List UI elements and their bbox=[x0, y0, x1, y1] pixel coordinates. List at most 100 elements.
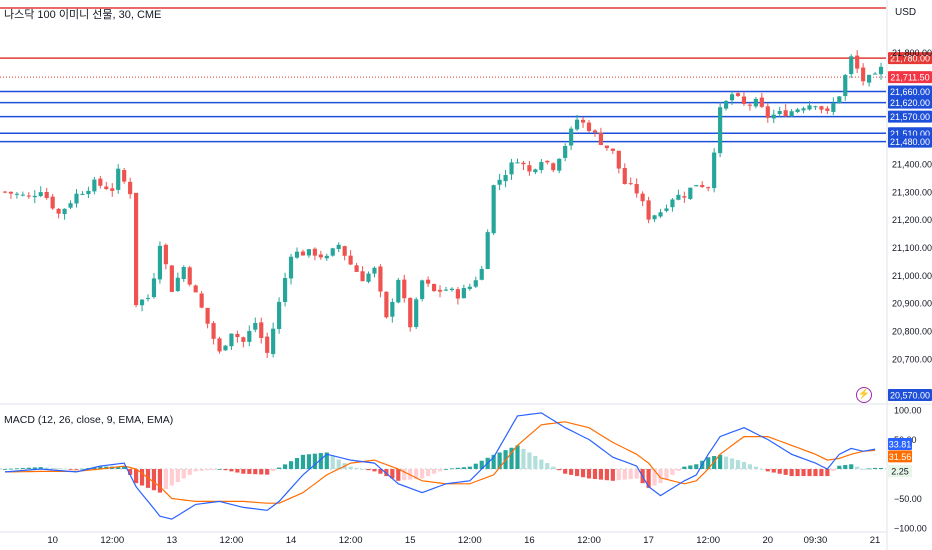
macd-histogram-bar bbox=[44, 467, 49, 469]
macd-histogram-bar bbox=[628, 469, 633, 480]
candle-body bbox=[247, 331, 252, 342]
candle-body bbox=[110, 188, 115, 191]
macd-histogram-bar bbox=[116, 466, 121, 469]
candle-body bbox=[38, 192, 43, 197]
macd-histogram-bar bbox=[878, 467, 884, 469]
macd-histogram-bar bbox=[122, 466, 127, 469]
candle-body bbox=[235, 333, 240, 338]
candle-body bbox=[598, 132, 604, 145]
macd-histogram-bar bbox=[789, 469, 794, 477]
candle-body bbox=[741, 96, 747, 104]
bottom-label-bg bbox=[888, 389, 932, 401]
price-tick-label: 20,900.00 bbox=[892, 299, 932, 309]
candle-body bbox=[455, 289, 460, 299]
macd-histogram-bar bbox=[26, 467, 31, 469]
candle-body bbox=[414, 299, 419, 327]
candle-body bbox=[169, 265, 174, 292]
candle-body bbox=[789, 111, 794, 117]
macd-value-label: 33.81 bbox=[889, 440, 912, 450]
candle-body bbox=[74, 193, 79, 204]
macd-histogram-bar bbox=[235, 469, 240, 473]
macd-histogram-bar bbox=[634, 469, 639, 479]
candle-body bbox=[306, 249, 311, 256]
macd-histogram-bar bbox=[139, 469, 145, 486]
macd-histogram-bar bbox=[557, 469, 562, 471]
candle-body bbox=[765, 106, 770, 118]
candle-body bbox=[229, 333, 234, 347]
macd-histogram-bar bbox=[92, 467, 97, 469]
candle-body bbox=[288, 256, 294, 279]
lightning-icon[interactable]: ⚡ bbox=[856, 387, 872, 403]
candle-body bbox=[872, 73, 878, 75]
macd-histogram-bar bbox=[807, 469, 812, 477]
macd-histogram-bar bbox=[98, 466, 103, 469]
macd-histogram-bar bbox=[843, 464, 848, 469]
candle-body bbox=[217, 338, 222, 352]
time-tick-label: 15 bbox=[405, 535, 416, 546]
macd-histogram-bar bbox=[646, 469, 651, 488]
macd-histogram-bar bbox=[759, 469, 764, 470]
macd-histogram-bar bbox=[670, 469, 675, 475]
candle-body bbox=[747, 104, 752, 106]
macd-histogram-bar bbox=[831, 469, 836, 471]
candle-body bbox=[265, 336, 270, 353]
signal-line bbox=[5, 421, 876, 504]
candle-body bbox=[366, 273, 371, 282]
candle-body bbox=[116, 168, 121, 190]
candle-body bbox=[712, 152, 717, 189]
candle-body bbox=[312, 248, 317, 256]
candle-body bbox=[813, 106, 818, 108]
macd-histogram-bar bbox=[390, 469, 395, 479]
candle-body bbox=[843, 75, 848, 96]
candle-body bbox=[610, 148, 615, 151]
macd-histogram-bar bbox=[491, 454, 496, 469]
candle-body bbox=[420, 280, 425, 300]
macd-histogram-bar bbox=[729, 458, 735, 469]
macd-histogram-bar bbox=[56, 468, 61, 470]
macd-value-bg bbox=[888, 450, 912, 463]
candle-body bbox=[223, 345, 228, 351]
candle-body bbox=[592, 130, 598, 133]
candle-body bbox=[443, 289, 449, 291]
macd-histogram-bar bbox=[282, 464, 288, 469]
macd-histogram-bar bbox=[330, 456, 335, 469]
candle-body bbox=[622, 168, 627, 184]
macd-histogram-bar bbox=[539, 459, 544, 469]
candle-body bbox=[819, 106, 824, 110]
macd-histogram-bar bbox=[545, 463, 550, 469]
candle-body bbox=[50, 196, 55, 209]
level-label-bg bbox=[888, 135, 932, 148]
macd-histogram-bar bbox=[455, 467, 460, 469]
macd-histogram-bar bbox=[288, 461, 294, 469]
candle-body bbox=[145, 297, 151, 299]
macd-histogram-bar bbox=[247, 469, 252, 474]
time-tick-label: 13 bbox=[167, 535, 178, 546]
macd-histogram-bar bbox=[580, 469, 586, 478]
time-tick-label: 12:00 bbox=[458, 535, 482, 546]
time-tick-label: 16 bbox=[524, 535, 535, 546]
macd-histogram-bar bbox=[515, 445, 520, 469]
currency-label[interactable]: USD bbox=[895, 7, 917, 18]
candle-body bbox=[533, 169, 538, 173]
candle-body bbox=[563, 145, 568, 158]
macd-histogram-bar bbox=[777, 469, 782, 474]
macd-histogram-bar bbox=[604, 469, 609, 481]
candle-body bbox=[151, 278, 157, 298]
candle-body bbox=[2, 191, 8, 193]
macd-histogram-bar bbox=[735, 460, 741, 469]
macd-histogram-bar bbox=[32, 467, 37, 469]
candle-body bbox=[199, 293, 204, 308]
candle-body bbox=[294, 251, 300, 258]
macd-histogram-bar bbox=[575, 469, 580, 477]
candle-body bbox=[372, 267, 377, 274]
candle-body bbox=[634, 184, 639, 194]
horizontal-levels bbox=[0, 7, 886, 143]
candle-body bbox=[8, 191, 14, 194]
macd-histogram-bar bbox=[253, 469, 258, 475]
macd-histogram-bar bbox=[801, 469, 806, 477]
macd-tick-label: −50.00 bbox=[894, 494, 922, 504]
candle-body bbox=[569, 128, 574, 146]
macd-histogram-bar bbox=[718, 454, 723, 469]
candle-body bbox=[300, 251, 306, 256]
macd-histogram-bar bbox=[38, 467, 43, 469]
